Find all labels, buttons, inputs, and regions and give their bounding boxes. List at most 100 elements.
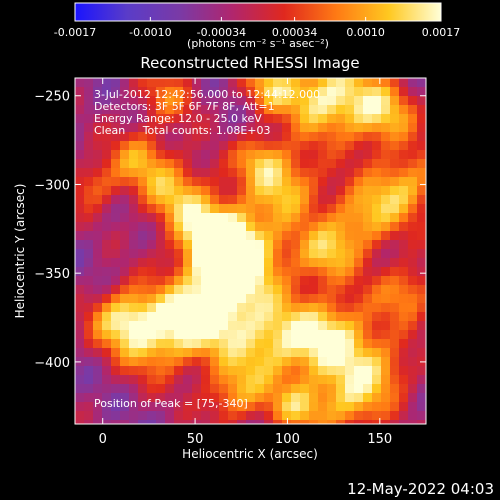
- heatmap-cell: [201, 330, 210, 339]
- heatmap-cell: [273, 357, 282, 366]
- heatmap-cell: [102, 222, 111, 231]
- heatmap-cell: [210, 240, 219, 249]
- heatmap-cell: [228, 348, 237, 357]
- heatmap-cell: [111, 348, 120, 357]
- heatmap-cell: [318, 348, 327, 357]
- heatmap-cell: [237, 186, 246, 195]
- heatmap-cell: [273, 303, 282, 312]
- heatmap-cell: [354, 195, 363, 204]
- heatmap-cell: [327, 114, 336, 123]
- heatmap-cell: [372, 384, 381, 393]
- heatmap-cell: [354, 141, 363, 150]
- heatmap-cell: [147, 303, 156, 312]
- heatmap-cell: [183, 366, 192, 375]
- chart-title: Reconstructed RHESSI Image: [140, 54, 359, 72]
- heatmap-cell: [210, 420, 219, 424]
- heatmap-cell: [165, 177, 174, 186]
- heatmap-cell: [282, 132, 291, 141]
- heatmap-cell: [282, 285, 291, 294]
- heatmap-cell: [408, 267, 417, 276]
- heatmap-cell: [300, 132, 309, 141]
- heatmap-cell: [102, 150, 111, 159]
- heatmap-cell: [165, 339, 174, 348]
- heatmap-cell: [327, 339, 336, 348]
- heatmap-cell: [327, 321, 336, 330]
- heatmap-cell: [318, 384, 327, 393]
- heatmap-cell: [336, 78, 345, 87]
- heatmap-cell: [147, 402, 156, 411]
- heatmap-cell: [282, 393, 291, 402]
- heatmap-cell: [138, 321, 147, 330]
- heatmap-cell: [327, 240, 336, 249]
- heatmap-cell: [165, 186, 174, 195]
- heatmap-cell: [93, 204, 102, 213]
- heatmap-cell: [255, 267, 264, 276]
- heatmap-cell: [255, 420, 264, 424]
- heatmap-cell: [372, 411, 381, 420]
- heatmap-cell: [219, 357, 228, 366]
- heatmap-cell: [201, 357, 210, 366]
- heatmap-cell: [93, 231, 102, 240]
- heatmap-cell: [354, 420, 363, 424]
- heatmap-cell: [399, 267, 408, 276]
- heatmap-cell: [318, 177, 327, 186]
- heatmap-cell: [228, 177, 237, 186]
- heatmap-cell: [363, 213, 372, 222]
- heatmap-cell: [381, 402, 390, 411]
- heatmap-cell: [138, 186, 147, 195]
- heatmap-cell: [102, 285, 111, 294]
- heatmap-cell: [417, 294, 426, 303]
- heatmap-cell: [165, 204, 174, 213]
- heatmap-cell: [84, 330, 93, 339]
- heatmap-cell: [381, 213, 390, 222]
- heatmap-cell: [345, 87, 354, 96]
- heatmap-cell: [381, 303, 390, 312]
- heatmap-cell: [138, 393, 147, 402]
- heatmap-cell: [219, 105, 228, 114]
- heatmap-cell: [174, 303, 183, 312]
- heatmap-cell: [363, 285, 372, 294]
- heatmap-cell: [75, 150, 84, 159]
- heatmap-cell: [219, 141, 228, 150]
- heatmap-cell: [210, 375, 219, 384]
- heatmap-cell: [408, 213, 417, 222]
- heatmap-cell: [237, 402, 246, 411]
- heatmap-cell: [327, 384, 336, 393]
- heatmap-cell: [192, 366, 201, 375]
- heatmap-cell: [300, 249, 309, 258]
- heatmap-cell: [75, 222, 84, 231]
- plot-frame: [74, 77, 427, 425]
- heatmap-cell: [192, 402, 201, 411]
- heatmap-cell: [408, 348, 417, 357]
- heatmap-cell: [183, 186, 192, 195]
- heatmap-cell: [408, 123, 417, 132]
- heatmap-cell: [219, 132, 228, 141]
- heatmap-cell: [300, 375, 309, 384]
- heatmap-cell: [363, 420, 372, 424]
- annotation-detectors: Detectors: 3F 5F 6F 7F 8F, Att=1: [94, 100, 275, 113]
- heatmap-cell: [264, 249, 273, 258]
- heatmap-cell: [399, 150, 408, 159]
- heatmap-cell: [345, 420, 354, 424]
- heatmap-cell: [345, 231, 354, 240]
- heatmap-cell: [147, 375, 156, 384]
- heatmap-cell: [84, 402, 93, 411]
- heatmap-cell: [390, 105, 399, 114]
- heatmap-cell: [219, 240, 228, 249]
- heatmap-cell: [399, 213, 408, 222]
- heatmap-cell: [174, 258, 183, 267]
- heatmap-cell: [255, 240, 264, 249]
- heatmap-cell: [156, 168, 165, 177]
- heatmap-cell: [237, 420, 246, 424]
- heatmap-cell: [174, 294, 183, 303]
- heatmap-cell: [93, 321, 102, 330]
- heatmap-cell: [273, 213, 282, 222]
- heatmap-cell: [408, 294, 417, 303]
- heatmap-cell: [354, 150, 363, 159]
- heatmap-cell: [291, 402, 300, 411]
- heatmap-cell: [255, 411, 264, 420]
- heatmap-cell: [165, 213, 174, 222]
- heatmap-cell: [219, 303, 228, 312]
- heatmap-cell: [300, 366, 309, 375]
- heatmap-cell: [363, 339, 372, 348]
